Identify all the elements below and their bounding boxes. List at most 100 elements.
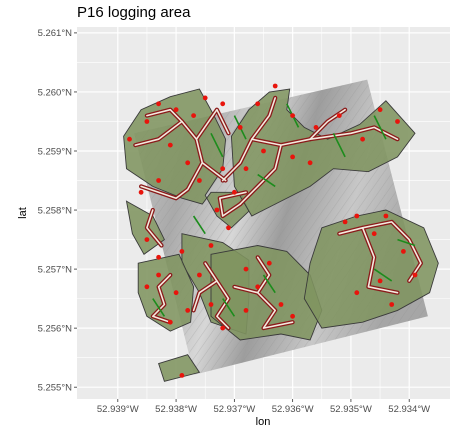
x-tick-label: 52.938°W (155, 404, 197, 415)
x-axis: 52.939°W 52.938°W 52.937°W 52.936°W 52.935°W… (97, 399, 430, 415)
tree-point (127, 136, 132, 142)
felling-line (397, 238, 416, 247)
felling-line (373, 115, 387, 140)
tree-point (272, 83, 278, 89)
skid-trail-core (338, 221, 422, 282)
y-tick-label: 5.256°N (38, 323, 73, 334)
tree-point (290, 313, 295, 319)
x-axis-title: lon (256, 416, 271, 428)
tree-point (342, 219, 348, 225)
felling-line (257, 173, 276, 188)
x-tick-label: 52.937°W (213, 404, 255, 415)
tree-point (173, 107, 179, 113)
y-axis: 5.261°N 5.260°N 5.259°N 5.258°N 5.257°N 5.256… (38, 28, 77, 393)
tree-point (383, 213, 389, 219)
skid-trail-core (251, 126, 399, 146)
skid-trails (133, 95, 423, 331)
tree-point (202, 95, 208, 101)
skid-trail-core (146, 108, 227, 182)
x-tick-label: 52.935°W (330, 404, 372, 415)
tree-point (226, 225, 231, 231)
felling-line (210, 132, 224, 158)
x-tick-label: 52.934°W (388, 404, 430, 415)
tree-point (220, 101, 226, 107)
logging-zone (137, 253, 195, 332)
tree-point (167, 319, 173, 325)
tree-point (138, 189, 144, 195)
tree-point (179, 249, 185, 254)
tree-point (197, 178, 202, 183)
y-tick-label: 5.261°N (38, 28, 73, 39)
tree-point (156, 254, 162, 260)
map-title: P16 logging area (77, 4, 191, 21)
tree-point (185, 160, 191, 166)
tree-point (377, 107, 383, 113)
felling-line (373, 268, 393, 282)
skid-trail-core (140, 162, 204, 199)
tree-point (214, 207, 220, 213)
logging-zone (158, 354, 201, 382)
tree-point (401, 249, 406, 254)
tree-point (290, 113, 295, 118)
tree-point (336, 113, 342, 118)
tree-point (243, 266, 249, 272)
tree-point (191, 113, 197, 118)
tree-point (395, 119, 400, 124)
tree-point (412, 272, 418, 278)
tree-point (354, 290, 360, 296)
x-tick-label: 52.939°W (97, 404, 139, 415)
tree-point (290, 154, 295, 160)
tree-point (313, 125, 319, 130)
y-tick-label: 5.257°N (38, 264, 73, 275)
tree-point (243, 166, 249, 172)
skid-trail-core (146, 209, 163, 247)
tree-point (197, 272, 202, 278)
skid-trail-core (361, 227, 399, 294)
harvest-trees (127, 83, 418, 378)
felling-line (222, 298, 236, 317)
tree-point (156, 178, 162, 183)
tree-point (144, 284, 150, 290)
tree-point (208, 302, 214, 307)
y-axis-title: lat (17, 207, 29, 219)
skid-trail-core (256, 256, 294, 329)
skid-trail-core (152, 274, 172, 324)
felling-line (192, 215, 206, 235)
skid-trail-core (192, 280, 218, 312)
tree-point (185, 308, 191, 313)
tree-point (278, 302, 284, 307)
tree-point (371, 231, 377, 237)
tree-point (266, 260, 272, 266)
felling-line (262, 274, 276, 294)
tree-point (156, 101, 162, 107)
skid-trail-core (233, 285, 259, 294)
tree-point (307, 160, 313, 166)
tree-point (377, 278, 383, 284)
tree-point (179, 373, 185, 378)
tree-point (232, 189, 237, 195)
tree-point (255, 101, 261, 107)
tree-point (354, 213, 360, 219)
skid-trail-core (204, 262, 230, 329)
skid-trail-core (195, 108, 230, 140)
tree-point (261, 148, 266, 154)
y-tick-label: 5.259°N (38, 146, 73, 157)
tree-point (237, 125, 243, 130)
tree-point (255, 284, 261, 290)
tree-point (208, 243, 214, 248)
tree-point (389, 302, 395, 307)
tree-point (144, 237, 150, 243)
tree-point (156, 272, 162, 278)
y-tick-label: 5.255°N (38, 382, 73, 393)
tree-point (220, 325, 226, 331)
felling-directions (152, 103, 416, 317)
skid-trail-core (134, 120, 183, 146)
x-tick-label: 52.936°W (272, 404, 314, 415)
tree-point (167, 142, 173, 148)
skid-trail-core (219, 191, 247, 217)
y-tick-label: 5.260°N (38, 87, 73, 98)
felling-line (332, 132, 346, 158)
y-tick-label: 5.258°N (38, 205, 73, 216)
tree-point (173, 290, 179, 296)
